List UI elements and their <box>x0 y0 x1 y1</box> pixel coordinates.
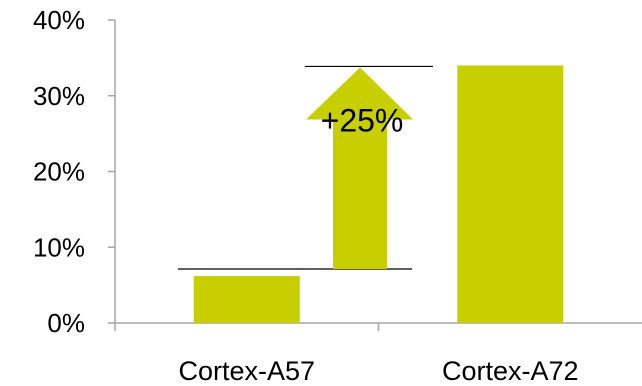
x-axis-labels: Cortex-A57 Cortex-A72 <box>178 356 578 386</box>
bar-cortex-a72 <box>457 65 564 323</box>
bars <box>193 65 564 323</box>
y-tick-label: 30% <box>33 81 85 111</box>
y-axis-ticks: 0% 10% 20% 30% 40% <box>33 5 115 338</box>
bar-cortex-a57 <box>193 276 300 323</box>
growth-label: +25% <box>321 102 404 138</box>
y-tick-label: 10% <box>33 232 85 262</box>
up-arrow-icon <box>306 67 413 270</box>
y-tick-label: 0% <box>47 308 85 338</box>
x-category-label: Cortex-A57 <box>178 356 315 386</box>
growth-annotation: +25% <box>178 65 433 270</box>
y-tick-label: 20% <box>33 157 85 187</box>
y-tick-label: 40% <box>33 5 85 35</box>
x-category-label: Cortex-A72 <box>442 356 579 386</box>
